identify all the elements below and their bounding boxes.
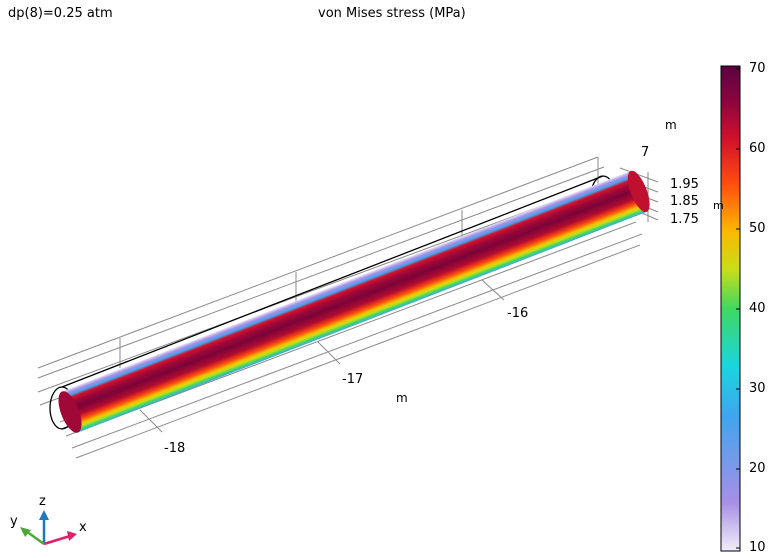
x-tick-label: -17 — [342, 372, 364, 387]
y-axis-unit: m — [665, 118, 677, 132]
triad-z-label: z — [39, 494, 46, 509]
z-tick-label: 1.85 — [670, 194, 699, 209]
colorbar-ticks — [736, 68, 740, 549]
x-tick-label: -18 — [164, 441, 186, 456]
colorbar-tick-label: 20 — [749, 461, 766, 476]
z-axis-arrow-icon — [39, 510, 49, 520]
z-tick-label: 1.95 — [670, 177, 699, 192]
colorbar-tick-label: 10 — [749, 540, 766, 555]
colorbar-tick-label: 60 — [749, 141, 766, 156]
x-axis-unit: m — [396, 391, 408, 405]
colorbar-tick-label: 70 — [749, 61, 766, 76]
axis-triad — [20, 510, 77, 546]
triad-x-label: x — [79, 520, 87, 535]
plot-title: von Mises stress (MPa) — [318, 6, 466, 21]
stress-tube[interactable] — [54, 168, 654, 436]
colorbar-tick-label: 50 — [749, 221, 766, 236]
y-tick-label: 7 — [641, 145, 650, 160]
z-tick-label: 1.75 — [670, 212, 699, 227]
x-axis-arrow-icon — [67, 531, 77, 541]
colorbar-tick-label: 40 — [749, 301, 766, 316]
colorbar-tick-label: 30 — [749, 381, 766, 396]
y-axis-arrow-icon — [20, 527, 31, 537]
triad-y-label: y — [10, 514, 18, 529]
x-tick-label: -16 — [507, 306, 529, 321]
z-axis-unit: m — [713, 199, 724, 212]
parameter-label: dp(8)=0.25 atm — [8, 6, 113, 21]
